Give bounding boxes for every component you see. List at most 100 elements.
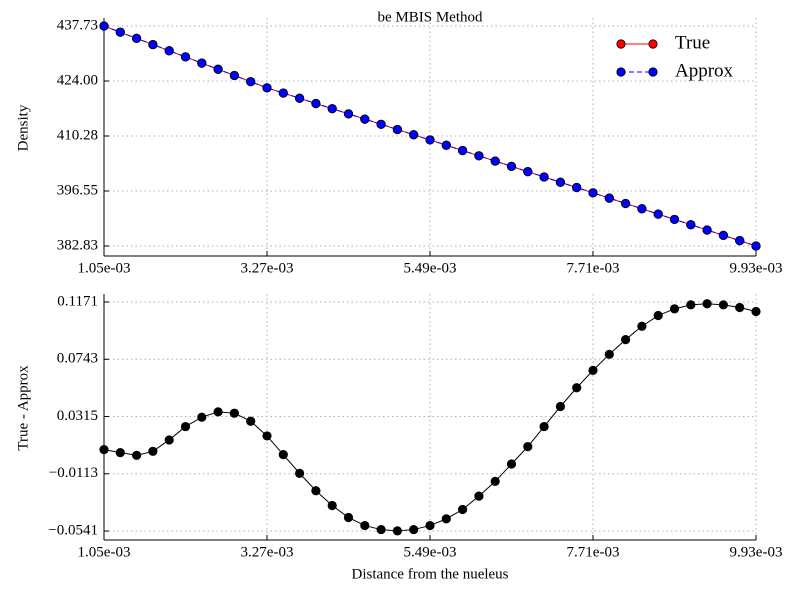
y-tick-label: 382.83 bbox=[57, 237, 98, 253]
legend-marker bbox=[648, 67, 658, 77]
data-point bbox=[132, 33, 142, 43]
data-point bbox=[262, 83, 272, 93]
y-tick-label: 0.0743 bbox=[57, 351, 98, 367]
data-point bbox=[115, 448, 125, 458]
data-point bbox=[702, 299, 712, 309]
data-point bbox=[669, 304, 680, 314]
x-axis-label: Distance from the nueleus bbox=[351, 566, 508, 582]
data-point bbox=[425, 135, 435, 145]
y-tick-label: −0.0113 bbox=[49, 465, 98, 481]
data-point bbox=[457, 504, 468, 515]
data-point bbox=[702, 225, 712, 235]
y-tick-label: 0.0315 bbox=[57, 408, 98, 424]
data-point bbox=[425, 520, 435, 531]
data-point bbox=[376, 119, 386, 129]
data-point bbox=[490, 156, 500, 166]
x-tick-label: 7.71e-03 bbox=[567, 544, 620, 560]
data-point bbox=[506, 459, 517, 469]
data-point bbox=[376, 524, 386, 535]
y-axis-label: Density bbox=[15, 104, 31, 151]
data-point bbox=[735, 302, 745, 313]
data-point bbox=[164, 435, 174, 445]
data-point bbox=[620, 335, 631, 345]
data-point bbox=[490, 476, 500, 487]
legend-marker bbox=[616, 67, 626, 77]
data-point bbox=[148, 39, 158, 50]
data-point bbox=[360, 520, 370, 531]
data-point bbox=[637, 321, 647, 331]
data-point bbox=[262, 431, 272, 441]
data-point bbox=[539, 172, 549, 182]
data-point bbox=[409, 130, 419, 140]
y-tick-label: 410.28 bbox=[57, 127, 98, 143]
y-tick-label: 437.73 bbox=[57, 17, 98, 33]
data-point bbox=[539, 421, 549, 432]
data-point bbox=[327, 500, 337, 511]
data-point bbox=[311, 98, 321, 109]
x-tick-label: 5.49e-03 bbox=[404, 260, 457, 276]
data-point bbox=[409, 524, 419, 535]
data-point bbox=[555, 177, 566, 187]
data-point bbox=[278, 450, 288, 460]
legend-label: Approx bbox=[675, 60, 734, 81]
data-point bbox=[294, 93, 305, 103]
data-point bbox=[604, 193, 614, 203]
x-tick-label: 5.49e-03 bbox=[404, 544, 457, 560]
y-axis-label: True - Approx bbox=[15, 365, 31, 451]
x-tick-label: 9.93e-03 bbox=[730, 544, 783, 560]
chart-title: be MBIS Method bbox=[378, 9, 484, 25]
data-point bbox=[180, 52, 191, 62]
data-point bbox=[572, 383, 582, 393]
data-point bbox=[115, 27, 125, 37]
data-point bbox=[311, 486, 321, 496]
x-tick-label: 1.05e-03 bbox=[78, 260, 131, 276]
y-tick-label: 0.1171 bbox=[57, 293, 98, 309]
data-point bbox=[751, 306, 761, 317]
data-point bbox=[588, 365, 598, 375]
data-point bbox=[132, 450, 142, 460]
data-point bbox=[180, 421, 191, 432]
data-point bbox=[637, 204, 647, 214]
x-tick-label: 1.05e-03 bbox=[78, 544, 131, 560]
data-point bbox=[99, 21, 109, 31]
data-point bbox=[604, 349, 614, 359]
y-tick-label: 396.55 bbox=[57, 182, 98, 198]
data-point bbox=[278, 88, 288, 98]
data-point bbox=[197, 58, 207, 68]
data-point bbox=[197, 412, 207, 422]
data-point bbox=[555, 401, 566, 412]
data-point bbox=[343, 109, 354, 119]
x-tick-label: 3.27e-03 bbox=[241, 544, 294, 560]
data-point bbox=[213, 407, 223, 417]
x-tick-label: 3.27e-03 bbox=[241, 260, 294, 276]
data-point bbox=[392, 124, 402, 135]
data-point bbox=[718, 230, 729, 240]
data-point bbox=[441, 140, 451, 150]
data-point bbox=[294, 468, 305, 478]
data-point bbox=[751, 241, 761, 251]
data-point bbox=[327, 104, 337, 114]
x-tick-label: 7.71e-03 bbox=[567, 260, 620, 276]
legend-marker bbox=[648, 39, 658, 49]
data-point bbox=[523, 442, 533, 452]
data-point bbox=[148, 446, 158, 456]
data-point bbox=[669, 214, 680, 225]
data-point bbox=[718, 300, 729, 310]
data-point bbox=[474, 151, 484, 161]
y-tick-label: −0.0541 bbox=[48, 522, 98, 538]
data-point bbox=[229, 70, 239, 81]
data-point bbox=[229, 408, 239, 418]
data-point bbox=[620, 198, 631, 209]
data-point bbox=[343, 512, 354, 523]
data-point bbox=[164, 46, 174, 56]
data-point bbox=[653, 310, 663, 321]
data-point bbox=[392, 526, 402, 536]
data-point bbox=[360, 114, 370, 124]
x-tick-label: 9.93e-03 bbox=[730, 260, 783, 276]
data-point bbox=[686, 220, 696, 230]
data-point bbox=[246, 77, 256, 87]
data-point bbox=[474, 491, 484, 501]
data-point bbox=[246, 416, 256, 426]
data-point bbox=[523, 167, 533, 177]
